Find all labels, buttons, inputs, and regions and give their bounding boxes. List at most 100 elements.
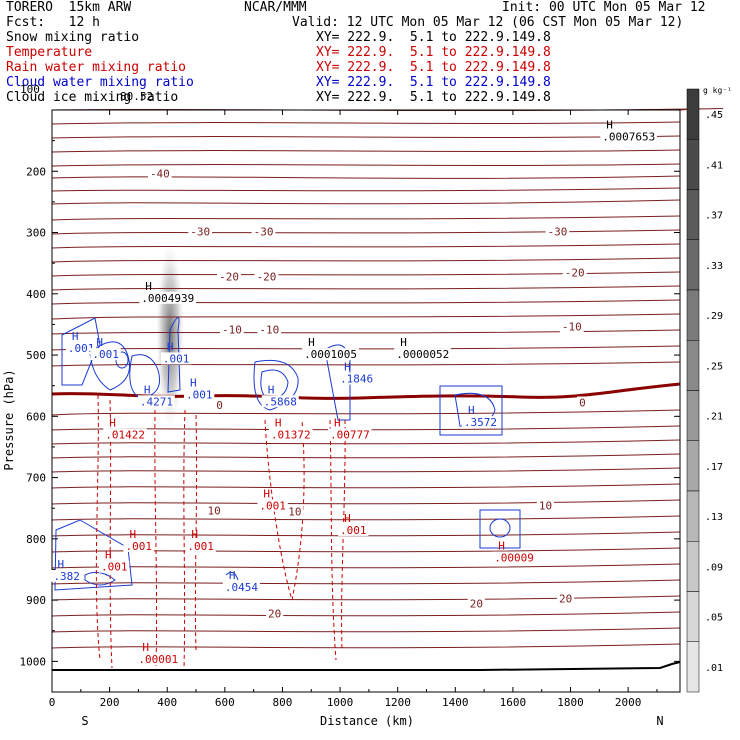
x-tick-label: 0 bbox=[49, 696, 56, 709]
x-axis-title: Distance (km) bbox=[320, 714, 414, 728]
cloud-water-high-marker: H bbox=[229, 569, 236, 582]
temperature-label: 10 bbox=[208, 504, 221, 517]
rain-water-label-bg bbox=[103, 428, 147, 441]
cloud-water-label-bg bbox=[51, 569, 82, 582]
rain-water-contours bbox=[95, 394, 346, 669]
rain-water-label-bg bbox=[98, 560, 130, 573]
temperature-label: -30 bbox=[547, 226, 567, 239]
snow-label-bg bbox=[139, 291, 197, 304]
rain-water-label: .001 bbox=[187, 540, 214, 553]
colorbar-swatch bbox=[686, 88, 700, 140]
rain-water-label: .01372 bbox=[271, 428, 311, 441]
x-tick-label: 1400 bbox=[442, 696, 469, 709]
rain-water-label-bg bbox=[338, 523, 369, 536]
colorbar-label: .05 bbox=[705, 613, 723, 624]
temperature-label-bg bbox=[217, 270, 241, 283]
temperature-label: 0 bbox=[216, 399, 223, 412]
forecast-label: Fcst: 12 h bbox=[6, 15, 100, 30]
rain-water-label-bg bbox=[257, 499, 288, 512]
temperature-label: 20 bbox=[559, 593, 572, 606]
cloud-water-label: .001 bbox=[68, 342, 95, 355]
colorbar-swatch bbox=[686, 641, 700, 693]
cloud-water-label-bg bbox=[183, 388, 215, 401]
field-cloud-water-xy: XY= 222.9. 5.1 to 222.9.149.8 bbox=[316, 75, 551, 90]
cloud-water-label-bg bbox=[65, 341, 97, 354]
temperature-label: -30 bbox=[254, 226, 274, 239]
cloud-water-label: .4271 bbox=[140, 395, 173, 408]
rain-water-high-marker: H bbox=[191, 528, 198, 541]
cloud-water-label-bg bbox=[160, 352, 192, 365]
contour-labels-group: -40 -30 -30 -30 -20 -20 -20 -10 -10 -10 0 0 10 10 10 20… bbox=[51, 119, 658, 666]
temperature-label: -20 bbox=[257, 270, 277, 283]
cloud-water-label-bg bbox=[461, 416, 499, 429]
y-tick-label: 500 bbox=[26, 349, 46, 362]
x-tick-label: 1600 bbox=[500, 696, 527, 709]
y-tick-label: 400 bbox=[26, 288, 46, 301]
rain-water-label-bg bbox=[185, 539, 216, 552]
colorbar-swatch bbox=[686, 390, 700, 441]
rain-water-label: .00001 bbox=[138, 653, 178, 666]
valid-label: Valid: 12 UTC Mon 05 Mar 12 (06 CST Mon … bbox=[292, 15, 684, 30]
colorbar-label: .21 bbox=[705, 412, 723, 423]
cloud-water-label-bg bbox=[261, 395, 299, 408]
snow-high-marker: H bbox=[308, 336, 315, 349]
x-tick-label: 1200 bbox=[384, 696, 411, 709]
colorbar-label: .13 bbox=[705, 512, 723, 523]
y-tick-label: 300 bbox=[26, 227, 46, 240]
x-tick-label: 800 bbox=[273, 696, 293, 709]
field-temperature-xy: XY= 222.9. 5.1 to 222.9.149.8 bbox=[316, 45, 551, 60]
field-rain-xy: XY= 222.9. 5.1 to 222.9.149.8 bbox=[316, 60, 551, 75]
cloud-water-label: .001 bbox=[92, 348, 119, 361]
cloud-water-label-bg bbox=[137, 395, 175, 408]
snow-high-marker: H bbox=[606, 119, 613, 132]
cloud-water-high-marker: H bbox=[57, 558, 64, 571]
colorbar-label: .01 bbox=[705, 663, 723, 674]
x-tick-label: 1000 bbox=[327, 696, 354, 709]
temperature-label: -10 bbox=[259, 324, 279, 337]
temperature-label-bg bbox=[266, 607, 284, 620]
rain-water-label: .00009 bbox=[494, 552, 534, 565]
colorbar-label: .41 bbox=[705, 160, 723, 171]
cloud-water-label-bg bbox=[90, 348, 121, 361]
y-tick-label: 200 bbox=[26, 165, 46, 178]
cloud-water-high-marker: H bbox=[268, 383, 275, 396]
colorbar-label: .09 bbox=[705, 562, 723, 573]
field-rain-name: Rain water mixing ratio bbox=[6, 60, 187, 75]
cloud-water-high-marker: H bbox=[468, 404, 475, 417]
rain-water-high-marker: H bbox=[498, 540, 505, 553]
rain-water-high-marker: H bbox=[129, 528, 136, 541]
snow-label: .0000052 bbox=[396, 348, 449, 361]
x-tick-label: 200 bbox=[100, 696, 120, 709]
temperature-label-bg bbox=[205, 504, 223, 517]
cloud-water-label-bg bbox=[338, 372, 376, 385]
temperature-label: -10 bbox=[562, 321, 582, 334]
init-label: Init: 00 UTC Mon 05 Mar 12 bbox=[502, 0, 706, 15]
colorbar-swatch bbox=[686, 189, 700, 240]
rain-water-label-bg bbox=[136, 653, 181, 666]
cloud-water-high-marker: H bbox=[144, 383, 151, 396]
rain-water-high-marker: H bbox=[334, 416, 341, 429]
temperature-label: 10 bbox=[539, 499, 552, 512]
colorbar-swatch bbox=[686, 289, 700, 341]
cloud-water-high-marker: H bbox=[96, 336, 103, 349]
rain-water-label: .001 bbox=[125, 540, 151, 553]
temperature-label: -20 bbox=[219, 270, 239, 283]
temperature-label: -20 bbox=[565, 267, 585, 280]
colorbar-label: .29 bbox=[705, 311, 723, 322]
rain-water-high-marker: H bbox=[275, 416, 282, 429]
temperature-label: 20 bbox=[268, 607, 281, 620]
field-snow-name: Snow mixing ratio bbox=[6, 30, 140, 45]
colorbar-label: .25 bbox=[705, 361, 723, 372]
colorbar-label: .37 bbox=[705, 211, 723, 222]
cloud-water-high-marker: H bbox=[72, 330, 79, 343]
x-tick-label: 600 bbox=[215, 696, 235, 709]
cloud-water-label: .0454 bbox=[225, 581, 258, 594]
south-end-label: S bbox=[81, 714, 88, 728]
rain-water-high-marker: H bbox=[142, 641, 149, 654]
temperature-label: -30 bbox=[190, 226, 210, 239]
rain-water-label: .001 bbox=[259, 499, 286, 512]
temperature-label-bg bbox=[214, 398, 225, 411]
snow-label-bg bbox=[394, 348, 452, 361]
top-pressure-label: 100 bbox=[20, 83, 40, 96]
